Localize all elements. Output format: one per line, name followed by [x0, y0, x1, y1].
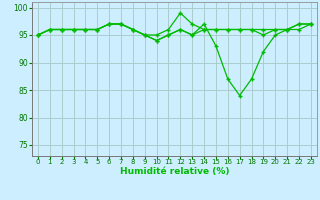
X-axis label: Humidité relative (%): Humidité relative (%) — [120, 167, 229, 176]
